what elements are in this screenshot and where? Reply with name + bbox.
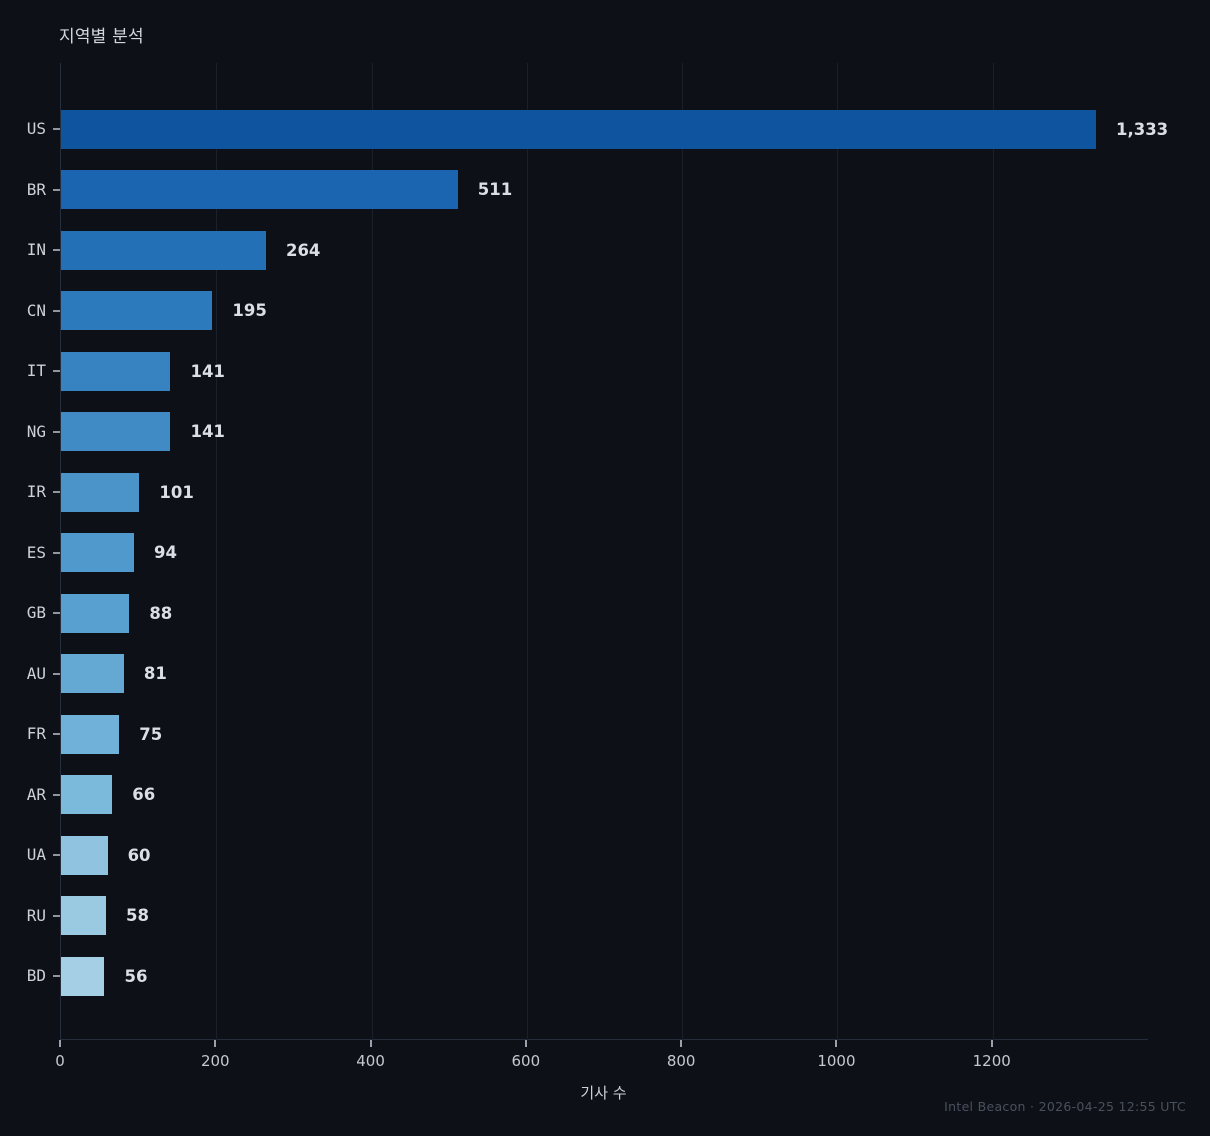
y-axis-label-bd: BD: [26, 966, 46, 985]
x-axis-tick: [524, 1040, 527, 1047]
y-axis-label-gb: GB: [26, 603, 46, 622]
y-axis-tick: [53, 249, 60, 251]
y-axis-label-us: US: [26, 119, 46, 138]
x-axis-tick: [990, 1040, 993, 1047]
bar-us: [61, 109, 1096, 149]
bar-ru: [61, 896, 107, 935]
y-axis-tick: [53, 733, 60, 735]
x-axis-title: 기사 수: [580, 1084, 627, 1102]
gridline: [526, 63, 528, 1040]
bar-value-label: 195: [232, 301, 267, 320]
y-axis-label-ua: UA: [26, 845, 46, 864]
bar-value-label: 88: [149, 603, 173, 623]
y-axis-label-ir: IR: [26, 482, 46, 501]
x-axis-tick: [214, 1040, 217, 1047]
chart-title: 지역별 분석: [59, 27, 144, 47]
y-axis-tick: [53, 491, 60, 493]
y-axis-tick: [53, 854, 60, 856]
y-axis-tick: [53, 612, 60, 614]
y-axis-label-fr: FR: [26, 724, 46, 743]
bar-cn: [61, 291, 213, 330]
y-axis-tick: [53, 188, 60, 191]
x-axis-tick-label: 0: [55, 1052, 65, 1070]
y-axis-tick: [53, 309, 60, 312]
bar-ng: [61, 412, 171, 451]
y-axis-tick: [53, 914, 60, 917]
bar-value-label: 60: [127, 845, 151, 865]
bar-value-label: 58: [126, 906, 149, 925]
bar-ar: [61, 775, 113, 814]
bar-it: [61, 351, 171, 391]
bar-ua: [61, 835, 108, 875]
gridline: [371, 63, 373, 1040]
bar-value-label: 101: [159, 482, 194, 502]
footer-attribution: Intel Beacon · 2026-04-25 12:55 UTC: [944, 1099, 1186, 1114]
x-axis-tick: [835, 1040, 838, 1047]
bar-value-label: 141: [190, 361, 225, 381]
plot-area: 1,333 511 264 195 141 141 101 94 88 81 75 66 60 58 56: [60, 63, 1168, 1040]
x-axis-tick: [59, 1040, 61, 1047]
bar-value-label: 264: [285, 240, 321, 260]
bar-value-label: 56: [124, 966, 148, 986]
bar-bd: [61, 956, 105, 996]
y-axis-tick: [53, 551, 60, 554]
bar-value-label: 141: [190, 422, 225, 441]
x-axis-tick-label: 1200: [972, 1052, 1011, 1070]
y-axis-label-ar: AR: [26, 784, 46, 804]
y-axis-label-cn: CN: [26, 300, 46, 320]
x-axis-tick: [680, 1040, 683, 1047]
y-axis-label-in: IN: [26, 240, 46, 259]
bar-gb: [61, 593, 130, 633]
gridline: [216, 63, 218, 1040]
bar-value-label: 511: [477, 180, 513, 199]
y-axis-tick: [53, 672, 60, 675]
bar-value-label: 66: [132, 785, 156, 804]
x-axis-tick-label: 800: [666, 1052, 696, 1070]
y-axis-tick: [53, 793, 60, 796]
y-axis-tick: [53, 370, 60, 372]
y-axis-label-au: AU: [26, 663, 46, 683]
bar-ir: [61, 472, 140, 512]
bar-in: [61, 230, 266, 270]
gridline: [992, 63, 994, 1040]
bar-fr: [61, 714, 120, 754]
y-axis-tick: [53, 975, 60, 977]
bar-es: [61, 533, 134, 572]
x-axis-tick: [369, 1040, 372, 1047]
y-axis-tick: [53, 430, 60, 433]
bar-au: [61, 654, 124, 693]
bar-value-label: 94: [153, 543, 177, 562]
y-axis-label-ru: RU: [26, 905, 46, 925]
y-axis-label-ng: NG: [26, 421, 46, 441]
y-axis-label-it: IT: [26, 361, 46, 380]
gridline: [837, 63, 839, 1040]
bar-value-label: 1,333: [1115, 119, 1169, 139]
x-axis-tick-label: 200: [200, 1052, 230, 1070]
bar-value-label: 81: [143, 664, 167, 683]
x-axis-tick-label: 1000: [817, 1052, 856, 1070]
gridline: [682, 63, 684, 1040]
x-axis-tick-label: 600: [511, 1052, 541, 1070]
y-axis-label-es: ES: [26, 542, 46, 562]
y-axis-tick: [53, 128, 60, 130]
x-axis-tick-label: 400: [356, 1052, 385, 1070]
bar-value-label: 75: [139, 724, 163, 744]
bar-br: [61, 170, 458, 209]
y-axis-label-br: BR: [26, 179, 46, 199]
